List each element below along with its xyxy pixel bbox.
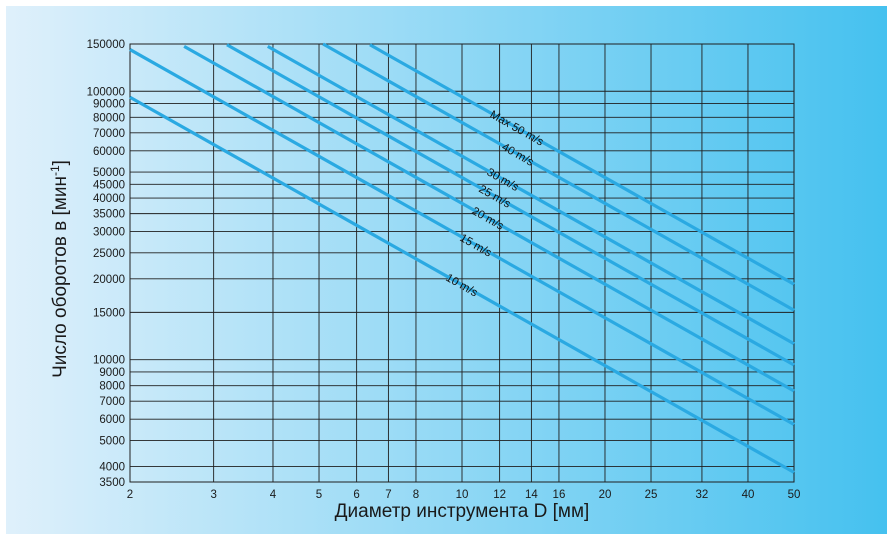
y-tick-label: 70000	[93, 128, 125, 140]
series-line	[322, 42, 795, 312]
series-line	[266, 44, 795, 346]
y-axis-title-main: Число оборотов в [мин	[50, 176, 71, 378]
y-tick-label: 150000	[87, 39, 125, 51]
y-tick-label: 35000	[93, 209, 125, 221]
y-tick-label: 20000	[93, 274, 125, 286]
rpm-diameter-chart: 10 m/s15 m/s20 m/s25 m/s30 m/s40 m/sMax …	[6, 6, 887, 534]
x-tick-label: 40	[742, 489, 755, 501]
x-tick-label: 16	[553, 489, 566, 501]
series-lines	[129, 42, 795, 474]
series-line	[129, 48, 795, 426]
x-tick-label: 50	[788, 489, 801, 501]
y-tick-label: 60000	[93, 146, 125, 158]
y-tick-label: 4000	[99, 461, 125, 473]
x-tick-label: 6	[353, 489, 359, 501]
y-tick-label: 50000	[93, 167, 125, 179]
y-tick-label: 25000	[93, 248, 125, 260]
x-tick-label: 25	[645, 489, 658, 501]
y-axis-title-sup: -1	[48, 165, 62, 176]
x-tick-label: 14	[525, 489, 538, 501]
tick-labels: 2 3 4 5 6 7 8 10 12 14 16 20 25 32 40 50 3500 4000 5000 600…	[87, 39, 801, 501]
y-tick-label: 90000	[93, 99, 125, 111]
y-tick-label: 15000	[93, 307, 125, 319]
x-tick-label: 20	[599, 489, 612, 501]
y-tick-label: 6000	[99, 414, 125, 426]
x-tick-label: 2	[127, 489, 133, 501]
x-tick-label: 4	[270, 489, 277, 501]
y-axis-title-close: ]	[50, 160, 71, 165]
chart-background	[6, 6, 887, 534]
y-tick-label: 100000	[87, 86, 125, 98]
y-tick-label: 9000	[99, 367, 125, 379]
x-axis-title: Диаметр инструмента D [мм]	[335, 501, 590, 522]
series-line	[369, 43, 795, 286]
series-line	[183, 44, 795, 393]
chart-panel: 10 m/s 15 m/s 20 m/s 25 m/s 30 m/s 40 m/s Max …	[6, 6, 887, 534]
x-tick-label: 5	[316, 489, 322, 501]
y-axis-title: Число оборотов в [мин-1]	[48, 160, 71, 378]
y-tick-label: 30000	[93, 227, 125, 239]
series-line	[129, 95, 795, 474]
x-tick-label: 7	[385, 489, 391, 501]
y-tick-label: 10000	[93, 355, 125, 367]
y-tick-label: 8000	[99, 381, 125, 393]
y-tick-label: 80000	[93, 112, 125, 124]
x-tick-label: 12	[493, 489, 506, 501]
series-line	[226, 43, 795, 367]
y-tick-label: 3500	[99, 477, 125, 489]
y-tick-label: 7000	[99, 396, 125, 408]
x-tick-label: 8	[413, 489, 419, 501]
plot-border	[129, 43, 795, 483]
y-tick-label: 5000	[99, 435, 125, 447]
x-tick-label: 32	[696, 489, 709, 501]
y-tick-label: 40000	[93, 193, 125, 205]
x-tick-label: 3	[210, 489, 216, 501]
x-tick-label: 10	[456, 489, 469, 501]
y-tick-label: 45000	[93, 179, 125, 191]
